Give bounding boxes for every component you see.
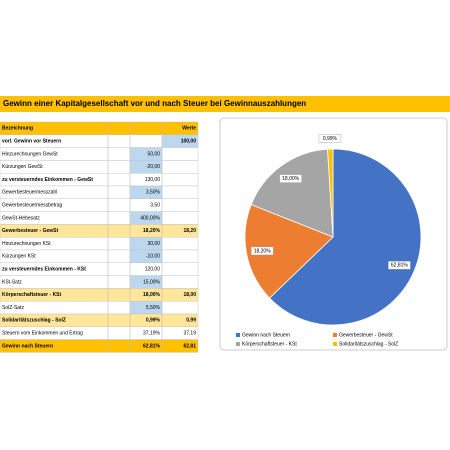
data-label: 18,20%	[254, 248, 272, 254]
cell-text: Kürzungen KSt	[2, 254, 36, 260]
cell-text: Bezeichnung	[2, 126, 33, 132]
cell-text: Hinzurechnungen GewSt	[2, 151, 58, 157]
legend-swatch	[333, 342, 337, 346]
cell-text: 37,19%	[143, 331, 161, 337]
cell-text: 0,99%	[146, 318, 161, 324]
cell-text: Werte	[182, 126, 196, 132]
row-background	[0, 134, 198, 148]
cell-text: Steuern vom Einkommen und Ertrag	[2, 331, 83, 337]
data-label-box	[318, 134, 342, 143]
cell-text: 18,00%	[143, 292, 161, 298]
cell-text: SolZ-Satz	[2, 305, 24, 311]
data-label: 18,00%	[282, 176, 300, 182]
cell-text: -10,00	[146, 254, 160, 260]
data-label: 62,81%	[391, 263, 409, 269]
cell-text: 37,19	[183, 331, 196, 337]
row-background	[0, 275, 198, 289]
cell-text: 18,20	[183, 228, 196, 234]
cell-text: -20,00	[146, 164, 160, 170]
cell-text: 3,50	[150, 203, 160, 209]
cell-text: 62,81%	[143, 343, 161, 349]
cell-text: GewSt-Hebesatz	[2, 215, 40, 221]
cell-text: 130,00	[145, 177, 161, 183]
cell	[161, 339, 199, 353]
legend-swatch	[236, 342, 240, 346]
cell-text: KSt-Satz	[2, 279, 22, 285]
pie-slice	[250, 148, 334, 238]
title-band	[0, 96, 450, 112]
cell-text: 30,00	[147, 241, 160, 247]
cell-text: zu versteuerndes Einkommen - GewSt	[2, 177, 93, 183]
row-background	[0, 301, 198, 314]
cell-text: Gewerbesteuer - GewSt	[2, 228, 58, 234]
data-label-box	[388, 261, 411, 270]
cell-text: 18,00	[183, 292, 196, 298]
cell-text: Solidaritätszuschlag - SolZ	[2, 318, 66, 324]
row-background	[0, 173, 198, 186]
cell-text: 3,50%	[146, 190, 161, 196]
legend-swatch	[333, 333, 337, 337]
cell-text: Hinzurechnungen KSt	[2, 241, 51, 247]
sheet-title: Gewinn einer Kapitalgesellschaft vor und…	[3, 99, 306, 108]
pie-slice	[269, 148, 422, 326]
row-background	[0, 224, 198, 238]
pie-slice	[327, 148, 334, 238]
cell-text: Gewerbesteuermessbetrag	[2, 203, 63, 209]
row-background	[0, 198, 198, 212]
legend-label: Gewinn nach Steuern	[242, 332, 290, 338]
row-background	[0, 314, 198, 327]
row-background	[0, 339, 198, 353]
cell-text: 5,50%	[146, 305, 161, 311]
cell-text: Körperschaftsteuer - KSt	[2, 292, 62, 298]
row-background	[0, 288, 198, 302]
cell-text: 15,00%	[143, 279, 161, 285]
cell-text: 18,20%	[143, 228, 161, 234]
row-background	[0, 122, 198, 135]
legend-swatch	[236, 333, 240, 337]
data-label-box	[250, 246, 274, 256]
cell-text: 120,00	[145, 267, 161, 273]
row-background	[0, 262, 198, 276]
legend-label: Gewerbesteuer - GewSt	[339, 332, 393, 338]
cell-text: 400,00%	[140, 215, 160, 221]
row-background	[0, 326, 198, 340]
legend-label: Solidaritätszuschlag - SolZ	[339, 341, 398, 347]
cell-text: 100,00	[181, 139, 197, 145]
cell-text: Gewerbesteuermesszahl	[2, 190, 57, 196]
cell-text: Gewinn nach Steuern	[2, 343, 53, 349]
data-label: 0,99%	[323, 136, 338, 142]
cell-text: 62,81	[183, 343, 196, 349]
pie-slice	[244, 204, 334, 299]
data-label-box	[279, 174, 302, 183]
cell-text: Kürzungen GewSt	[2, 164, 43, 170]
legend-label: Körperschaftsteuer - KSt	[242, 341, 297, 347]
cell-text: zu versteuerndes Einkommen - KSt	[2, 267, 86, 273]
cell-text: 50,00	[147, 151, 160, 157]
cell-text: 0,99	[186, 318, 196, 324]
cell-text: vorl. Gewinn vor Steuern	[2, 139, 61, 145]
